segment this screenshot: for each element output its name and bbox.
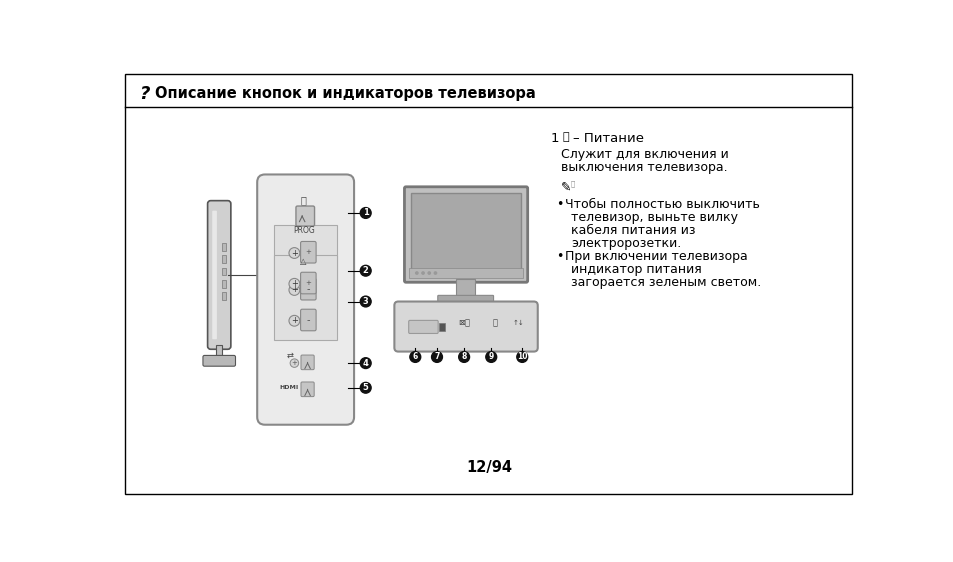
- Text: •: •: [556, 198, 563, 211]
- Circle shape: [421, 272, 424, 274]
- FancyBboxPatch shape: [301, 382, 314, 397]
- Text: 7: 7: [434, 352, 439, 361]
- Text: ?: ?: [139, 85, 150, 103]
- Text: загорается зеленым светом.: загорается зеленым светом.: [571, 276, 760, 289]
- Bar: [274, 225, 336, 309]
- Text: 8: 8: [461, 352, 466, 361]
- Bar: [221, 292, 226, 300]
- Text: 4: 4: [362, 359, 368, 368]
- Text: При включении телевизора: При включении телевизора: [564, 250, 747, 263]
- Text: ⏻: ⏻: [300, 195, 306, 205]
- Text: HDMI: HDMI: [278, 386, 298, 390]
- Text: Чтобы полностью выключить: Чтобы полностью выключить: [564, 198, 759, 211]
- Text: ↑↓: ↑↓: [512, 320, 524, 326]
- Text: 1: 1: [362, 209, 368, 217]
- FancyBboxPatch shape: [300, 242, 315, 263]
- Text: 5: 5: [362, 383, 368, 392]
- Text: -: -: [306, 284, 310, 294]
- Bar: [438, 323, 444, 331]
- Circle shape: [434, 272, 436, 274]
- Text: ⏻: ⏻: [562, 132, 569, 142]
- Text: •: •: [556, 250, 563, 263]
- Text: 3: 3: [362, 297, 368, 306]
- Bar: [221, 255, 226, 263]
- Text: +: +: [305, 280, 311, 286]
- Text: -: -: [306, 315, 310, 325]
- Text: +: +: [292, 360, 297, 366]
- Bar: [410, 193, 521, 270]
- FancyBboxPatch shape: [203, 355, 235, 366]
- Bar: [221, 280, 226, 288]
- Circle shape: [431, 352, 442, 362]
- Text: ⊠⏻: ⊠⏻: [457, 319, 470, 328]
- Bar: [409, 269, 522, 278]
- Text: ✎: ✎: [560, 180, 571, 194]
- Text: электророзетки.: электророзетки.: [571, 237, 680, 250]
- Text: △: △: [300, 257, 307, 266]
- Circle shape: [289, 315, 299, 326]
- FancyBboxPatch shape: [437, 296, 493, 305]
- Circle shape: [360, 358, 371, 369]
- FancyBboxPatch shape: [212, 211, 216, 339]
- Circle shape: [360, 207, 371, 219]
- Bar: [221, 243, 226, 251]
- FancyBboxPatch shape: [208, 201, 231, 349]
- Circle shape: [360, 296, 371, 307]
- Text: 10: 10: [517, 352, 527, 361]
- Text: кабеля питания из: кабеля питания из: [571, 224, 695, 237]
- Bar: [221, 268, 226, 275]
- Text: +: +: [305, 249, 311, 255]
- Text: ⇄: ⇄: [286, 350, 293, 359]
- Text: 12/94: 12/94: [465, 460, 512, 475]
- Text: 9: 9: [488, 352, 494, 361]
- Text: +: +: [291, 248, 297, 257]
- FancyBboxPatch shape: [404, 187, 527, 282]
- Text: Описание кнопок и индикаторов телевизора: Описание кнопок и индикаторов телевизора: [154, 86, 535, 101]
- Text: +: +: [291, 279, 297, 288]
- Circle shape: [360, 382, 371, 393]
- FancyBboxPatch shape: [408, 320, 437, 333]
- Text: 6: 6: [413, 352, 417, 361]
- Bar: [274, 255, 336, 340]
- Bar: [456, 279, 475, 298]
- Circle shape: [289, 278, 299, 289]
- Text: ⏻: ⏻: [492, 319, 497, 328]
- Circle shape: [458, 352, 469, 362]
- Text: выключения телевизора.: выключения телевизора.: [560, 161, 727, 174]
- Text: ⬜: ⬜: [570, 180, 574, 187]
- Text: индикатор питания: индикатор питания: [571, 263, 701, 276]
- Circle shape: [360, 265, 371, 276]
- FancyBboxPatch shape: [301, 355, 314, 370]
- Circle shape: [416, 272, 417, 274]
- Text: 1: 1: [550, 132, 558, 145]
- Text: Служит для включения и: Служит для включения и: [560, 147, 728, 161]
- FancyBboxPatch shape: [394, 302, 537, 352]
- FancyBboxPatch shape: [300, 278, 315, 300]
- Text: – Питание: – Питание: [573, 132, 643, 145]
- Text: +: +: [291, 285, 297, 294]
- Text: PROG: PROG: [293, 226, 314, 235]
- Circle shape: [485, 352, 497, 362]
- Bar: [216, 346, 222, 359]
- Circle shape: [428, 272, 430, 274]
- Circle shape: [290, 359, 298, 368]
- Text: +: +: [291, 316, 297, 325]
- FancyBboxPatch shape: [257, 174, 354, 425]
- FancyBboxPatch shape: [300, 309, 315, 331]
- Circle shape: [289, 284, 299, 296]
- Circle shape: [289, 248, 299, 259]
- FancyBboxPatch shape: [300, 272, 315, 294]
- Circle shape: [517, 352, 527, 362]
- Circle shape: [410, 352, 420, 362]
- Text: 2: 2: [362, 266, 368, 275]
- FancyBboxPatch shape: [295, 206, 314, 226]
- Text: телевизор, выньте вилку: телевизор, выньте вилку: [571, 211, 738, 224]
